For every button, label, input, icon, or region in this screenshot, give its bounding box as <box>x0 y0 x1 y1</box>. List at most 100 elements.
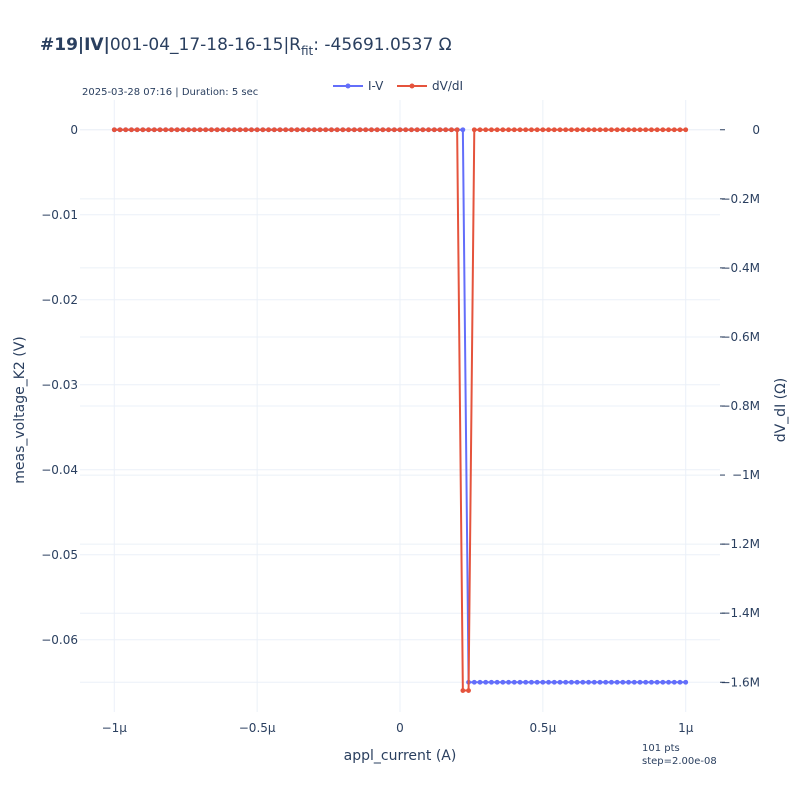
data-point <box>454 127 460 133</box>
data-point <box>649 127 654 133</box>
data-point <box>477 679 483 685</box>
data-point <box>563 679 569 685</box>
data-point <box>300 127 306 133</box>
title-subscript: fit <box>301 44 314 58</box>
data-point <box>569 679 574 685</box>
y-axis-title: meas_voltage_K2 (V) <box>12 336 28 483</box>
data-point <box>614 127 620 133</box>
legend-iv-marker <box>345 83 351 89</box>
data-point <box>551 127 557 133</box>
data-point <box>660 127 666 133</box>
y2-axis-title: dV_dI (Ω) <box>773 378 789 443</box>
y-tick-label: −0.05 <box>41 548 78 562</box>
data-point <box>180 127 186 133</box>
data-point <box>294 127 300 133</box>
data-point <box>637 127 643 133</box>
series-dvdi <box>111 127 689 693</box>
y2-tick-label: −1.2M <box>721 537 761 551</box>
data-point <box>580 679 586 685</box>
x-tick-label: 0 <box>396 721 404 735</box>
data-point <box>489 127 494 133</box>
data-point <box>134 127 140 133</box>
data-point <box>334 127 340 133</box>
data-point <box>397 127 403 133</box>
data-point <box>586 127 591 133</box>
plot-area[interactable] <box>111 127 689 693</box>
data-point <box>540 127 546 133</box>
data-point <box>637 679 643 685</box>
legend-dvdi-label: dV/dI <box>432 79 463 93</box>
data-point <box>671 127 677 133</box>
data-point <box>374 127 380 133</box>
data-point <box>254 127 260 133</box>
legend-item-iv[interactable]: I-V <box>333 79 384 93</box>
data-point <box>226 127 231 133</box>
data-point <box>466 688 471 693</box>
y2-tick-label: −0.8M <box>721 399 761 413</box>
x-axis-ticks: −1µ −0.5µ 0 0.5µ 1µ <box>102 721 694 735</box>
data-point <box>220 127 226 133</box>
legend-item-dvdi[interactable]: dV/dI <box>397 79 463 93</box>
data-point <box>626 127 631 133</box>
data-point <box>557 679 563 685</box>
data-point <box>117 127 123 133</box>
data-point <box>129 127 134 133</box>
data-point <box>266 127 271 133</box>
y2-tick-label: −1.6M <box>721 675 761 689</box>
y2-tick-label: −0.4M <box>721 261 761 275</box>
legend-dvdi-marker <box>409 83 415 89</box>
data-point <box>163 127 169 133</box>
data-point <box>140 127 146 133</box>
x-tick-label: 1µ <box>678 721 694 735</box>
data-point <box>557 127 563 133</box>
data-point <box>574 679 580 685</box>
data-point <box>489 679 494 685</box>
y-tick-label: −0.01 <box>41 208 78 222</box>
title-prefix: #19|IV| <box>40 35 110 55</box>
footnote-step: step=2.00e-08 <box>642 756 717 767</box>
data-point <box>460 127 466 133</box>
data-point <box>500 127 506 133</box>
data-point <box>620 679 626 685</box>
data-point <box>534 127 540 133</box>
data-point <box>517 679 523 685</box>
data-point <box>443 127 449 133</box>
title-value: : -45691.0537 Ω <box>313 35 451 55</box>
chart-title: #19|IV|001-04_17-18-16-15|Rfit: -45691.0… <box>40 35 452 58</box>
data-point <box>597 679 603 685</box>
data-point <box>631 127 637 133</box>
data-point <box>146 127 151 133</box>
x-tick-label: 0.5µ <box>529 721 556 735</box>
data-point <box>534 679 540 685</box>
x-tick-label: −0.5µ <box>239 721 276 735</box>
data-point <box>197 127 203 133</box>
legend[interactable]: I-V dV/dI <box>333 79 463 93</box>
data-point <box>660 679 666 685</box>
data-point <box>391 127 397 133</box>
data-point <box>654 127 660 133</box>
data-point <box>546 679 551 685</box>
data-point <box>666 679 671 685</box>
data-point <box>306 127 311 133</box>
data-point <box>494 679 500 685</box>
data-point <box>214 127 220 133</box>
data-point <box>317 127 323 133</box>
grid <box>80 100 720 712</box>
data-point <box>683 679 689 685</box>
data-point <box>620 127 626 133</box>
data-point <box>511 679 517 685</box>
data-point <box>643 679 649 685</box>
x-tick-label: −1µ <box>102 721 128 735</box>
data-point <box>186 127 191 133</box>
data-point <box>540 679 546 685</box>
data-point <box>346 127 351 133</box>
data-point <box>460 688 466 693</box>
data-point <box>203 127 209 133</box>
data-point <box>260 127 266 133</box>
x-axis-title: appl_current (A) <box>344 748 457 764</box>
data-point <box>340 127 346 133</box>
data-point <box>591 679 597 685</box>
data-point <box>329 127 334 133</box>
y2-tick-label: 0 <box>752 123 760 137</box>
data-point <box>471 127 477 133</box>
